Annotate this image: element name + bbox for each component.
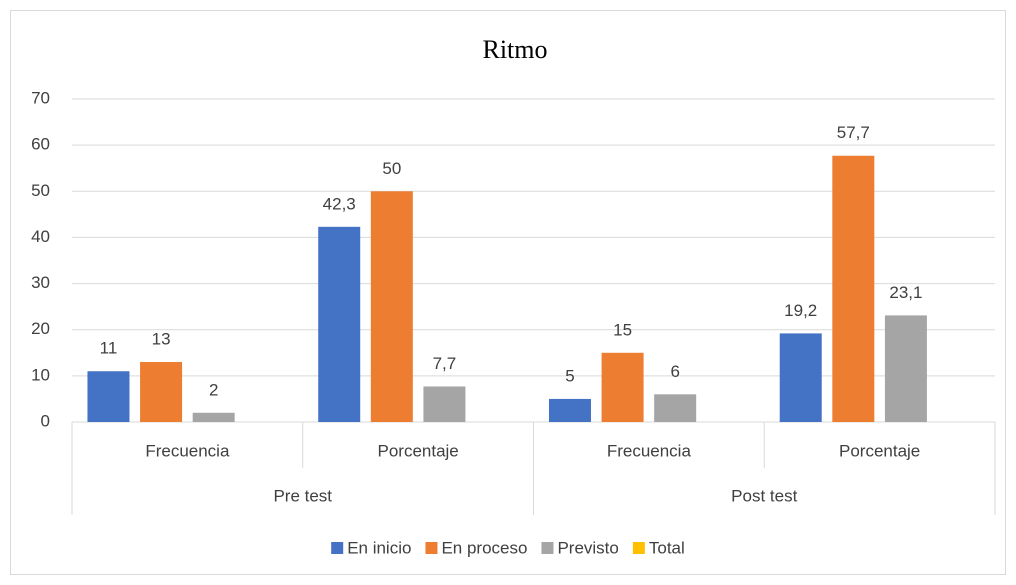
bar xyxy=(654,394,697,422)
chart-title: Ritmo xyxy=(482,35,547,64)
y-tick-label: 50 xyxy=(31,181,50,200)
x-tick-label: Porcentaje xyxy=(839,441,920,460)
y-tick-label: 10 xyxy=(31,365,50,384)
data-label: 23,1 xyxy=(889,283,922,302)
x-tick-label: Frecuencia xyxy=(607,441,692,460)
data-label: 19,2 xyxy=(784,301,817,320)
legend-label: En inicio xyxy=(347,538,411,557)
bar xyxy=(548,398,591,422)
data-label: 13 xyxy=(152,329,171,348)
bar xyxy=(884,315,927,422)
x-tick-label: Frecuencia xyxy=(145,441,230,460)
bar xyxy=(832,155,875,422)
data-label: 7,7 xyxy=(433,354,457,373)
group-label: Post test xyxy=(731,486,797,505)
data-label: 15 xyxy=(613,320,632,339)
data-label: 6 xyxy=(670,362,679,381)
data-label: 2 xyxy=(209,380,218,399)
group-label: Pre test xyxy=(273,486,332,505)
legend-swatch xyxy=(425,542,438,554)
legend-swatch xyxy=(331,542,344,554)
legend-label: Previsto xyxy=(557,538,618,557)
y-tick-label: 30 xyxy=(31,273,50,292)
data-label: 5 xyxy=(565,366,574,385)
x-tick-label: Porcentaje xyxy=(377,441,458,460)
bar xyxy=(87,371,130,422)
legend-label: Total xyxy=(649,538,685,557)
y-tick-label: 70 xyxy=(31,88,50,107)
bar xyxy=(423,386,466,422)
legend-swatch xyxy=(541,542,554,554)
y-tick-label: 40 xyxy=(31,227,50,246)
bar xyxy=(318,226,361,422)
bar xyxy=(370,191,413,422)
bar xyxy=(601,352,644,422)
y-tick-label: 0 xyxy=(41,411,50,430)
y-tick-label: 60 xyxy=(31,135,50,154)
data-label: 50 xyxy=(382,159,401,178)
data-label: 42,3 xyxy=(323,194,356,213)
legend-swatch xyxy=(632,542,645,554)
bar xyxy=(140,362,183,422)
bar xyxy=(779,333,822,422)
legend-label: En proceso xyxy=(441,538,527,557)
y-tick-label: 20 xyxy=(31,319,50,338)
data-label: 57,7 xyxy=(837,123,870,142)
data-label: 11 xyxy=(100,339,118,358)
bar xyxy=(192,412,235,422)
